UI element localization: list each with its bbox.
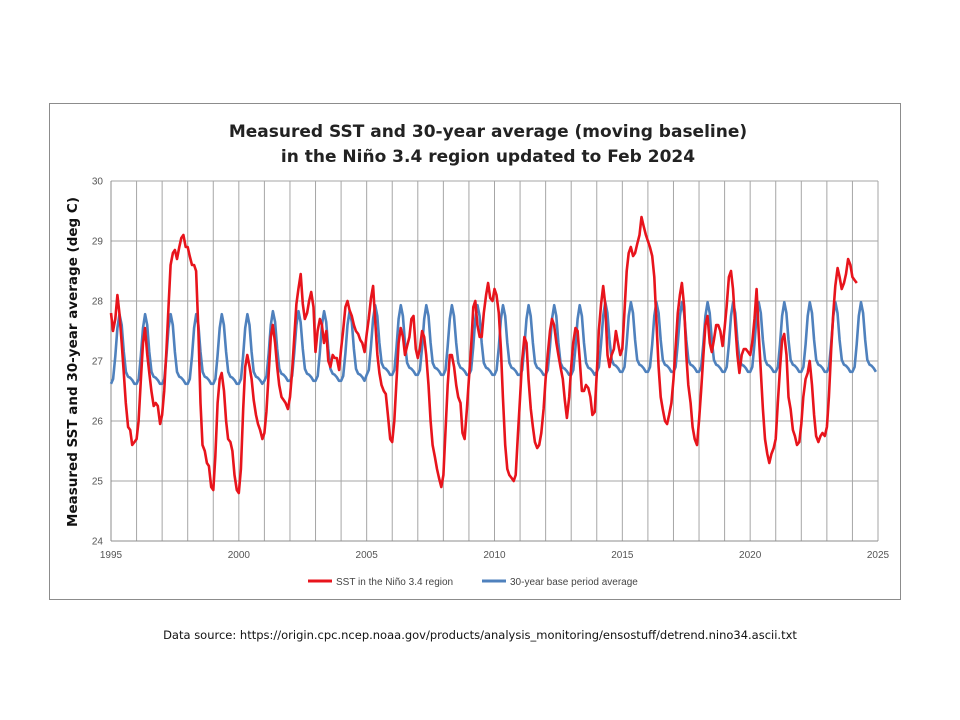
y-tick-label: 26 bbox=[92, 417, 104, 428]
y-tick-label: 29 bbox=[92, 237, 104, 248]
chart-svg: Measured SST and 30-year average (moving… bbox=[65, 122, 890, 588]
y-tick-label: 25 bbox=[92, 477, 104, 488]
legend-label-baseline: 30-year base period average bbox=[510, 577, 638, 588]
legend-label-sst: SST in the Niño 3.4 region bbox=[336, 577, 453, 588]
y-axis-label: Measured SST and 30-year average (deg C) bbox=[65, 197, 81, 527]
chart-frame: Measured SST and 30-year average (moving… bbox=[49, 103, 901, 600]
x-tick-label: 2025 bbox=[867, 550, 890, 561]
y-tick-label: 28 bbox=[92, 297, 104, 308]
series-lines bbox=[109, 215, 878, 495]
x-tick-label: 2010 bbox=[483, 550, 506, 561]
x-tick-label: 2015 bbox=[611, 550, 634, 561]
tick-labels: 1995 2000 2005 2010 2015 2020 2025 24 25 26 27 28 29… bbox=[92, 177, 890, 562]
chart-title-line-2: in the Niño 3.4 region updated to Feb 20… bbox=[281, 147, 695, 167]
x-tick-label: 2020 bbox=[739, 550, 762, 561]
chart-title-line-1: Measured SST and 30-year average (moving… bbox=[229, 122, 747, 142]
x-tick-label: 2005 bbox=[356, 550, 379, 561]
y-tick-label: 24 bbox=[92, 537, 104, 548]
y-tick-label: 30 bbox=[92, 177, 104, 188]
x-tick-label: 2000 bbox=[228, 550, 251, 561]
data-source-note: Data source: https://origin.cpc.ncep.noa… bbox=[163, 628, 797, 642]
series-line-baseline bbox=[109, 300, 878, 386]
y-tick-label: 27 bbox=[92, 357, 104, 368]
legend: SST in the Niño 3.4 region 30-year base … bbox=[308, 577, 638, 588]
series-line-sst bbox=[109, 215, 858, 495]
x-tick-label: 1995 bbox=[100, 550, 123, 561]
